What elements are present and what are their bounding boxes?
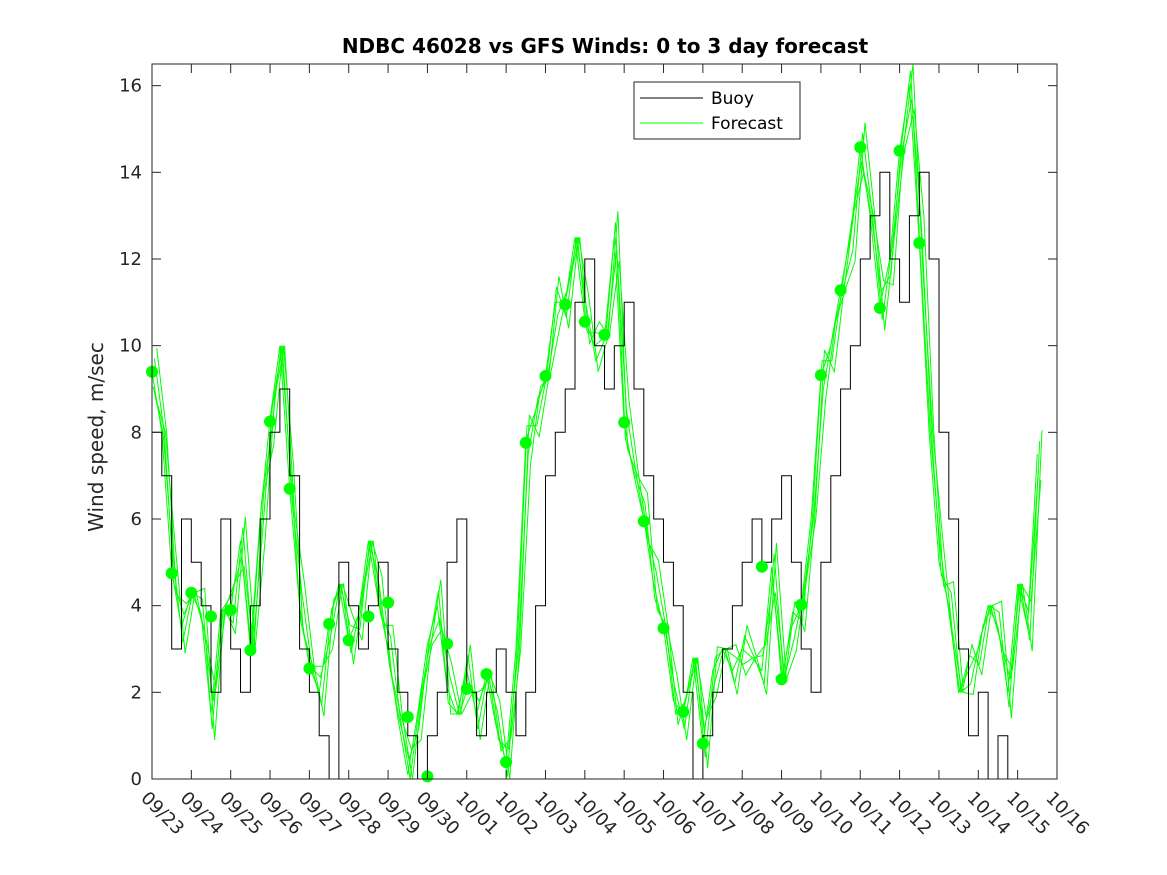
forecast-marker: [873, 302, 886, 314]
forecast-marker: [814, 369, 827, 382]
forecast-marker: [775, 673, 788, 686]
chart-title: NDBC 46028 vs GFS Winds: 0 to 3 day fore…: [342, 34, 869, 58]
y-tick-label: 4: [131, 596, 142, 617]
y-axis-label: Wind speed, m/sec: [84, 342, 108, 532]
y-tick-label: 12: [119, 249, 142, 270]
forecast-marker: [618, 416, 631, 429]
forecast-marker: [500, 756, 513, 769]
axes: [151, 63, 1058, 780]
forecast-marker: [795, 598, 808, 611]
forecast-marker: [283, 482, 296, 495]
forecast-markers: [146, 141, 926, 783]
forecast-marker: [264, 415, 276, 428]
forecast-marker: [893, 144, 906, 157]
y-ticks: 0 2 4 6 8 10 12 14 16: [119, 76, 1057, 790]
forecast-marker: [519, 436, 532, 449]
forecast-line: [153, 98, 1041, 780]
forecast-marker: [303, 662, 316, 675]
forecast-marker: [244, 644, 257, 657]
forecast-marker: [342, 634, 355, 647]
forecast-marker: [539, 370, 552, 382]
y-tick-label: 16: [119, 76, 142, 97]
forecast-marker: [559, 298, 572, 311]
forecast-line: [156, 109, 1043, 780]
forecast-marker: [637, 515, 650, 528]
forecast-marker: [834, 284, 847, 297]
forecast-marker: [323, 617, 336, 630]
forecast-marker: [460, 682, 473, 695]
y-tick-label: 14: [119, 162, 142, 183]
forecast-marker: [382, 596, 395, 609]
forecast-marker: [854, 141, 867, 154]
forecast-line: [155, 63, 1042, 780]
forecast-marker: [401, 711, 414, 723]
buoy-stair-line: [152, 171, 1018, 780]
forecast-marker: [205, 610, 217, 623]
forecast-marker: [578, 315, 591, 328]
y-tick-label: 6: [131, 509, 142, 530]
forecast-marker: [755, 560, 768, 573]
y-tick-label: 0: [131, 769, 142, 790]
y-tick-label: 2: [131, 682, 142, 703]
forecast-marker: [362, 610, 375, 623]
forecast-marker: [480, 668, 493, 681]
y-tick-label: 10: [119, 336, 142, 357]
forecast-marker: [224, 604, 237, 616]
forecast-marker: [598, 328, 611, 341]
legend-forecast-label: Forecast: [711, 114, 783, 134]
legend: Buoy Forecast: [633, 81, 801, 140]
forecast-marker: [696, 737, 709, 750]
y-tick-label: 8: [131, 422, 142, 443]
legend-buoy-label: Buoy: [711, 89, 754, 109]
forecast-marker: [677, 705, 690, 718]
forecast-marker: [185, 586, 198, 599]
forecast-marker: [165, 567, 178, 580]
forecast-marker: [657, 622, 670, 635]
forecast-marker: [913, 237, 926, 249]
forecast-marker: [441, 637, 454, 650]
buoy-line: [152, 171, 1018, 780]
plot-area: [146, 63, 1043, 783]
forecast-line: [152, 70, 1039, 777]
axes-box: [151, 63, 1058, 780]
legend-box: [633, 81, 801, 140]
